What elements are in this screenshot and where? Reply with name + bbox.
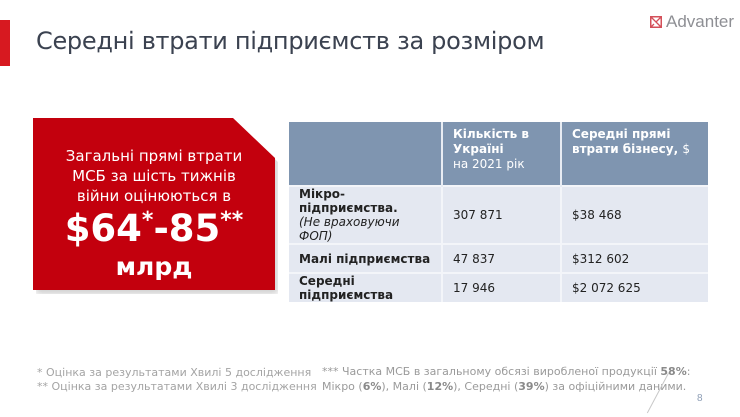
page-number: 8 xyxy=(697,393,703,404)
loss-cell: $2 072 625 xyxy=(561,272,708,302)
value-separator: - xyxy=(153,207,169,250)
page-title: Середні втрати підприємств за розміром xyxy=(36,27,545,55)
callout-value: $64*-85** xyxy=(33,208,275,250)
header-losses: Середні прямі втрати бізнесу, $ xyxy=(561,122,708,186)
row-label: Середні підприємства xyxy=(289,272,443,302)
table-header-row: Кількість в Україні на 2021 рік Середні п… xyxy=(289,122,708,186)
callout-unit: млрд xyxy=(115,252,193,281)
row-label: Мікро-підприємства. (Не враховуючи ФОП) xyxy=(289,185,443,244)
total-losses-callout: Загальні прямі втрати МСБ за шість тижні… xyxy=(33,118,275,290)
loss-cell: $38 468 xyxy=(561,185,708,244)
header-count: Кількість в Україні на 2021 рік xyxy=(442,122,562,186)
table-row: Мікро-підприємства. (Не враховуючи ФОП) 3… xyxy=(289,185,708,244)
losses-by-size-table: Кількість в Україні на 2021 рік Середні п… xyxy=(289,122,708,302)
footnote-1: * Оцінка за результатами Хвилі 5 дослідж… xyxy=(37,366,312,379)
footnote-2: ** Оцінка за результатами Хвилі 3 дослід… xyxy=(37,380,317,393)
footnote-mark-1: * xyxy=(141,208,154,233)
footnote-3: *** Частка МСБ в загальному обсязі вироб… xyxy=(322,365,691,393)
table-row: Середні підприємства 17 946 $2 072 625 xyxy=(289,272,708,302)
brand-logo: Advanter xyxy=(650,12,734,32)
row-label: Малі підприємства xyxy=(289,243,443,273)
callout-line-2: МСБ за шість тижнів xyxy=(72,167,236,185)
footnote-mark-2: ** xyxy=(220,208,244,233)
value-high: 85 xyxy=(168,207,221,250)
footnotes-left: * Оцінка за результатами Хвилі 5 дослідж… xyxy=(37,366,317,394)
value-low: $64 xyxy=(64,207,142,250)
table-row: Малі підприємства 47 837 $312 602 xyxy=(289,243,708,273)
count-cell: 307 871 xyxy=(442,185,562,244)
advanter-logo-icon xyxy=(650,16,662,28)
callout-line-3: війни оцінюються в xyxy=(76,187,232,205)
logo-text: Advanter xyxy=(666,12,735,31)
count-cell: 17 946 xyxy=(442,272,562,302)
header-empty xyxy=(289,122,443,186)
title-accent-bar xyxy=(0,20,10,66)
loss-cell: $312 602 xyxy=(561,243,708,273)
count-cell: 47 837 xyxy=(442,243,562,273)
callout-line-1: Загальні прямі втрати xyxy=(65,147,243,165)
